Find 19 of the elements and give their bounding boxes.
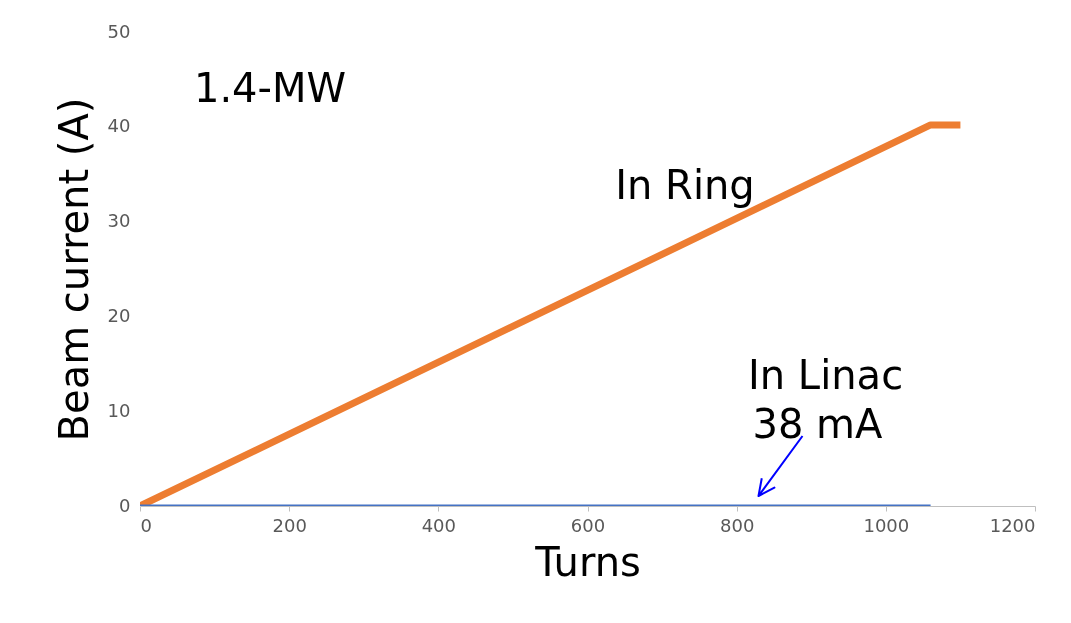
text: In Linac bbox=[748, 352, 904, 398]
x-axis-title: Turns bbox=[534, 538, 641, 585]
x-tick-label: 200 bbox=[272, 514, 307, 536]
y-axis-title: Beam current (A) bbox=[50, 97, 97, 442]
y-tick-label: 50 bbox=[107, 20, 131, 42]
series-label: In Ring bbox=[615, 162, 755, 208]
x-tick-label: 800 bbox=[719, 514, 755, 536]
y-tick-label: 30 bbox=[107, 210, 131, 232]
y-tick-label: 10 bbox=[107, 399, 131, 421]
x-tick-label: 1000 bbox=[863, 514, 910, 536]
y-tick-label: 20 bbox=[107, 304, 131, 326]
x-tick-label: 1200 bbox=[989, 514, 1036, 536]
x-tick-label: 600 bbox=[570, 514, 606, 536]
x-tick-label: 0 bbox=[140, 514, 152, 536]
annotation: 38 mA bbox=[752, 401, 884, 447]
y-tick-label: 0 bbox=[119, 494, 131, 516]
x-tick-label: 400 bbox=[421, 514, 457, 536]
annotation: 1.4-MW bbox=[193, 65, 347, 111]
y-tick-label: 40 bbox=[107, 115, 131, 137]
